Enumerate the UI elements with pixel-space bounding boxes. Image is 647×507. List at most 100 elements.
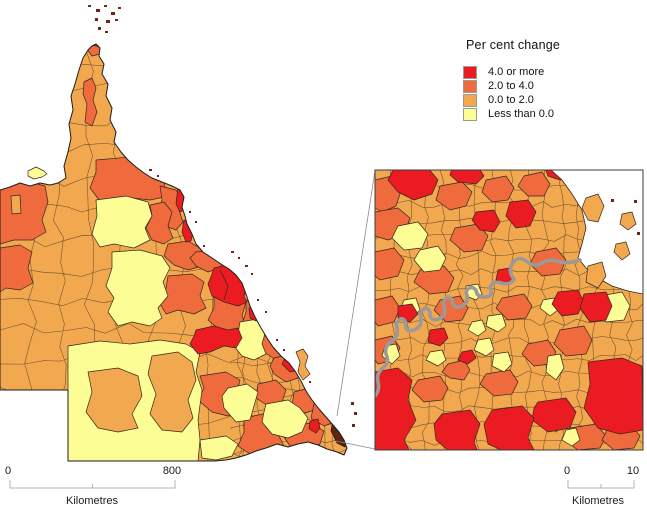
map-region <box>251 273 253 275</box>
map-region <box>611 199 614 202</box>
map-region <box>82 77 98 127</box>
scalebar-main-unit: Kilometres <box>66 495 118 507</box>
map-region <box>553 325 593 357</box>
map-region <box>449 170 485 185</box>
map-region <box>276 339 278 341</box>
map-region <box>634 200 637 203</box>
map-region <box>391 221 429 251</box>
scalebar-inset-max: 10 <box>627 465 639 477</box>
scalebar-main-max: 800 <box>163 465 181 477</box>
scalebar-inset: 0 10 Kilometres <box>564 465 639 507</box>
map-region <box>147 351 197 433</box>
legend-swatch-yellow <box>463 107 477 121</box>
map-region <box>157 175 159 177</box>
offshore-islands <box>27 5 357 427</box>
map-region <box>88 5 357 427</box>
legend-item-yellow: Less than 0.0 <box>463 107 560 121</box>
map-region <box>231 251 234 253</box>
mornington-island <box>27 166 48 180</box>
map-region <box>85 367 143 433</box>
inset-map-brisbane <box>374 169 644 451</box>
map-region <box>375 247 405 281</box>
map-region <box>283 349 285 351</box>
inset-connector-top <box>336 170 376 417</box>
map-region <box>199 435 239 461</box>
map-region <box>91 195 153 249</box>
legend-label: 4.0 or more <box>488 66 545 78</box>
map-region <box>106 20 110 23</box>
map-region <box>425 349 447 367</box>
map-region <box>457 349 477 365</box>
queensland-state-outline <box>0 43 348 462</box>
map-region <box>340 428 345 433</box>
map-region <box>9 480 176 489</box>
legend-swatch-lo <box>463 93 477 107</box>
map-region <box>505 199 537 229</box>
map-region <box>195 221 197 223</box>
map-region <box>387 170 439 201</box>
brisbane-river <box>375 256 582 398</box>
map-region <box>473 337 495 357</box>
map-region <box>105 249 171 327</box>
map-region <box>351 402 354 405</box>
map-region <box>219 269 229 301</box>
map-region <box>150 131 167 151</box>
map-region <box>545 353 565 381</box>
legend-item-orange: 2.0 to 4.0 <box>463 79 560 93</box>
map-region <box>98 27 101 30</box>
scalebar-main: 0 800 Kilometres <box>5 465 181 507</box>
map-region <box>471 209 501 233</box>
map-region <box>257 299 259 301</box>
map-region <box>375 367 417 450</box>
map-region <box>352 424 355 427</box>
map-region <box>245 265 248 267</box>
fraser-island <box>295 348 311 381</box>
map-region <box>0 44 347 461</box>
scalebar-main-zero: 0 <box>5 465 11 477</box>
map-region <box>485 313 507 333</box>
map-region <box>95 18 98 21</box>
map-region <box>583 357 643 435</box>
inset-frame <box>374 169 644 451</box>
bay-islands <box>581 193 640 289</box>
legend-item-red: 4.0 or more <box>463 65 560 79</box>
scalebar-inset-zero: 0 <box>564 465 570 477</box>
map-region <box>491 351 513 373</box>
map-region <box>561 427 581 447</box>
map-region <box>89 156 171 202</box>
map-region <box>411 375 449 403</box>
map-region <box>10 194 22 215</box>
map-region <box>149 169 152 171</box>
map-region <box>517 171 551 197</box>
map-region <box>375 170 643 450</box>
map-region <box>89 44 107 48</box>
map-region <box>313 392 327 407</box>
map-region <box>427 327 449 347</box>
map-region <box>637 232 640 235</box>
map-region <box>481 175 515 203</box>
map-region <box>619 211 637 231</box>
map-region <box>479 369 519 397</box>
legend-swatch-orange <box>463 79 477 93</box>
inset-connector-bottom <box>335 440 376 450</box>
map-region <box>495 293 533 321</box>
map-region <box>261 399 309 439</box>
map-region <box>567 480 635 489</box>
map-region <box>375 295 401 327</box>
map-region <box>105 31 108 33</box>
map-region <box>0 181 49 245</box>
map-region <box>585 261 607 289</box>
map-region <box>221 383 259 423</box>
map-region <box>531 397 577 433</box>
moreton-bay <box>550 170 643 295</box>
legend-label: Less than 0.0 <box>488 108 555 120</box>
map-region <box>354 412 357 415</box>
map-region <box>309 381 311 383</box>
map-region <box>613 241 631 261</box>
map-region <box>308 418 321 434</box>
map-region <box>551 289 585 317</box>
map-region <box>104 5 107 7</box>
map-region <box>88 5 91 7</box>
